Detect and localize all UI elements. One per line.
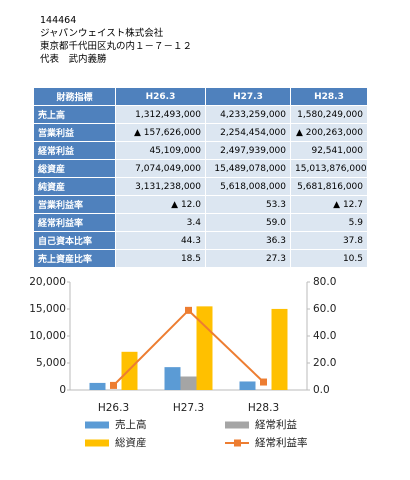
table-row: 経常利益率 3.4 59.0 5.9 bbox=[33, 213, 368, 232]
value-cell: 10.5 bbox=[290, 249, 368, 268]
legend-label: 売上高 bbox=[115, 418, 147, 431]
value-cell: ▲ 12.0 bbox=[115, 195, 206, 214]
metric-cell: 総資産 bbox=[33, 159, 116, 178]
value-cell: 15,013,876,000 bbox=[290, 159, 368, 178]
company-code: 144464 bbox=[40, 15, 77, 26]
value-cell: 53.3 bbox=[205, 195, 291, 214]
line-marker bbox=[260, 378, 267, 386]
value-cell: 5,681,816,000 bbox=[290, 177, 368, 196]
metric-cell: 経常利益 bbox=[33, 141, 116, 160]
bar bbox=[89, 382, 106, 390]
company-address: 東京都千代田区丸の内１－７－１２ bbox=[40, 41, 193, 52]
x-tick-label: H26.3 bbox=[98, 402, 129, 414]
table-row: 売上高 1,312,493,000 4,233,259,000 1,580,249,0… bbox=[33, 105, 368, 124]
value-cell: ▲ 12.7 bbox=[290, 195, 368, 214]
value-cell: 15,489,078,000 bbox=[205, 159, 291, 178]
y-tick-label: 10,000 bbox=[29, 330, 66, 342]
value-cell: 59.0 bbox=[205, 213, 291, 232]
legend-label: 経常利益率 bbox=[255, 436, 308, 449]
y2-tick-label: 40.0 bbox=[313, 330, 336, 342]
value-cell: 44.3 bbox=[115, 231, 206, 250]
legend-swatch bbox=[85, 421, 109, 429]
value-cell: 5.9 bbox=[290, 213, 368, 232]
legend-swatch bbox=[225, 421, 249, 429]
value-cell: ▲ 157,626,000 bbox=[115, 123, 206, 142]
value-cell: 4,233,259,000 bbox=[205, 105, 291, 124]
value-cell: 3,131,238,000 bbox=[115, 177, 206, 196]
table-row: 純資産 3,131,238,000 5,618,008,000 5,681,816,0… bbox=[33, 177, 368, 196]
value-cell: 3.4 bbox=[115, 213, 206, 232]
bar bbox=[121, 351, 138, 390]
value-cell: ▲ 200,263,000 bbox=[290, 123, 368, 142]
table-row: 売上資産比率 18.5 27.3 10.5 bbox=[33, 249, 368, 268]
metric-cell: 経常利益率 bbox=[33, 213, 116, 232]
legend-label: 経常利益 bbox=[255, 418, 297, 431]
table-row: 経常利益 45,109,000 2,497,939,000 92,541,000 bbox=[33, 141, 368, 160]
y2-tick-label: 20.0 bbox=[313, 357, 336, 369]
value-cell: 37.8 bbox=[290, 231, 368, 250]
line-marker bbox=[110, 381, 117, 389]
bar bbox=[271, 308, 288, 390]
x-tick-label: H27.3 bbox=[173, 402, 204, 414]
header-cell: 財務指標 bbox=[33, 87, 116, 106]
metric-cell: 営業利益 bbox=[33, 123, 116, 142]
header-cell: H28.3 bbox=[290, 87, 368, 106]
value-cell: 45,109,000 bbox=[115, 141, 206, 160]
table-body: 売上高 1,312,493,000 4,233,259,000 1,580,249,0… bbox=[33, 105, 368, 268]
table-row: 営業利益率 ▲ 12.0 53.3 ▲ 12.7 bbox=[33, 195, 368, 214]
line-marker bbox=[185, 306, 192, 314]
table-row: 総資産 7,074,049,000 15,489,078,000 15,013,876… bbox=[33, 159, 368, 178]
value-cell: 92,541,000 bbox=[290, 141, 368, 160]
y2-tick-label: 60.0 bbox=[313, 303, 336, 315]
y-tick-label: 5,000 bbox=[36, 357, 66, 369]
metric-cell: 営業利益率 bbox=[33, 195, 116, 214]
legend-label: 総資産 bbox=[115, 436, 147, 449]
value-cell: 7,074,049,000 bbox=[115, 159, 206, 178]
bar bbox=[164, 367, 181, 390]
value-cell: 1,312,493,000 bbox=[115, 105, 206, 124]
legend-swatch-marker bbox=[234, 439, 241, 447]
header-cell: H27.3 bbox=[205, 87, 291, 106]
value-cell: 27.3 bbox=[205, 249, 291, 268]
company-name: ジャパンウェイスト株式会社 bbox=[40, 28, 164, 39]
metric-cell: 売上資産比率 bbox=[33, 249, 116, 268]
header-cell: H26.3 bbox=[115, 87, 206, 106]
chart: 0 5,000 10,000 15,000 20,000 0.0 20.0 40.0 60.0 8… bbox=[29, 276, 336, 449]
table-row: 営業利益 ▲ 157,626,000 2,254,454,000 ▲ 200,263,… bbox=[33, 123, 368, 142]
y2-tick-label: 80.0 bbox=[313, 276, 336, 288]
metric-cell: 売上高 bbox=[33, 105, 116, 124]
y-tick-label: 15,000 bbox=[29, 303, 66, 315]
y-tick-label: 0 bbox=[59, 384, 66, 396]
value-cell: 36.3 bbox=[205, 231, 291, 250]
value-cell: 1,580,249,000 bbox=[290, 105, 368, 124]
table-header-row: 財務指標 H26.3 H27.3 H28.3 bbox=[33, 87, 368, 106]
legend-swatch bbox=[85, 439, 109, 447]
table-row: 自己資本比率 44.3 36.3 37.8 bbox=[33, 231, 368, 250]
value-cell: 5,618,008,000 bbox=[205, 177, 291, 196]
x-tick-label: H28.3 bbox=[248, 402, 279, 414]
bar bbox=[239, 381, 256, 390]
value-cell: 2,254,454,000 bbox=[205, 123, 291, 142]
y2-tick-label: 0.0 bbox=[313, 384, 330, 396]
value-cell: 18.5 bbox=[115, 249, 206, 268]
financial-table: 財務指標 H26.3 H27.3 H28.3 売上高 1,312,493,000 4,23… bbox=[33, 87, 368, 268]
representative: 代表 武内義勝 bbox=[40, 54, 107, 65]
y-tick-label: 20,000 bbox=[29, 276, 66, 288]
metric-cell: 純資産 bbox=[33, 177, 116, 196]
bar bbox=[196, 306, 213, 390]
bar bbox=[255, 389, 272, 390]
metric-cell: 自己資本比率 bbox=[33, 231, 116, 250]
company-header: 144464 ジャパンウェイスト株式会社 東京都千代田区丸の内１－７－１２ 代表… bbox=[40, 14, 192, 66]
value-cell: 2,497,939,000 bbox=[205, 141, 291, 160]
bar bbox=[180, 376, 197, 390]
